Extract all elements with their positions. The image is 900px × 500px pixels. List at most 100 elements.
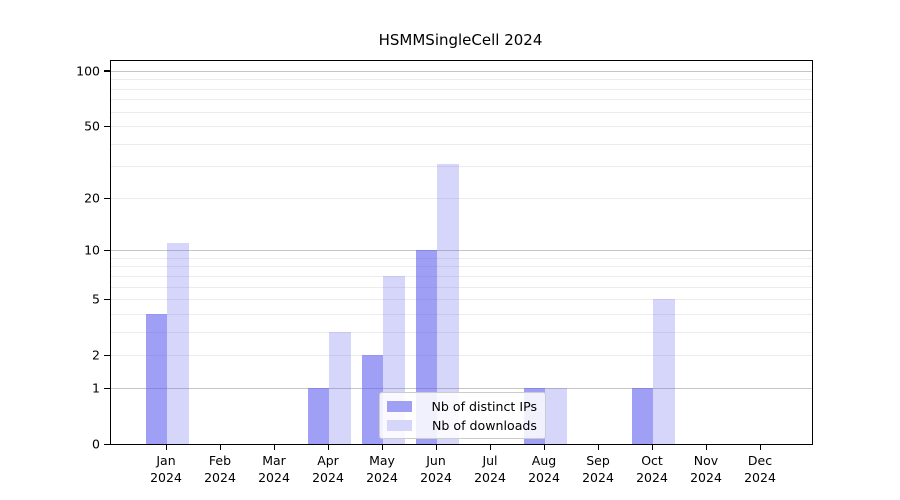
y-axis-tick	[104, 354, 110, 357]
x-tick-label: Jun 2024	[409, 453, 463, 486]
minor-gridline	[111, 197, 812, 199]
x-tick-month: Nov	[693, 453, 719, 468]
x-tick-month: Apr	[317, 453, 339, 468]
legend-item: Nb of downloads	[387, 418, 537, 433]
legend-swatch	[387, 419, 412, 431]
y-tick-label: 0	[92, 436, 100, 452]
x-axis-tick	[760, 444, 762, 451]
x-tick-label: Jan 2024	[139, 453, 193, 486]
plot-area	[110, 60, 813, 445]
major-gridline	[111, 387, 812, 389]
x-tick-month: Jul	[482, 453, 498, 468]
y-axis-tick	[104, 70, 110, 72]
x-tick-label: Feb 2024	[193, 453, 247, 486]
x-tick-label: Nov 2024	[679, 453, 733, 486]
y-tick-label: 10	[84, 242, 100, 258]
x-tick-label: Mar 2024	[247, 453, 301, 486]
legend-label: Nb of downloads	[431, 417, 537, 433]
x-tick-year: 2024	[636, 469, 668, 485]
x-axis-tick	[436, 444, 438, 451]
x-tick-month: Jan	[156, 453, 176, 468]
x-tick-label: Apr 2024	[301, 453, 355, 486]
bar-downloads-apr	[329, 331, 351, 444]
x-tick-year: 2024	[528, 469, 560, 485]
minor-gridline	[111, 143, 812, 145]
bar-distinct-ips-apr	[307, 387, 329, 444]
x-axis-tick	[490, 444, 492, 451]
x-tick-year: 2024	[420, 469, 452, 485]
minor-gridline	[111, 313, 812, 315]
x-axis-tick	[706, 444, 708, 451]
bar-downloads-jan	[167, 243, 189, 444]
minor-gridline	[111, 331, 812, 333]
minor-gridline	[111, 166, 812, 168]
x-tick-year: 2024	[690, 469, 722, 485]
x-tick-label: Oct 2024	[625, 453, 679, 486]
x-tick-month: Feb	[208, 453, 232, 468]
x-tick-year: 2024	[582, 469, 614, 485]
y-tick-label: 2	[92, 347, 100, 363]
minor-gridline	[111, 111, 812, 113]
x-tick-year: 2024	[744, 469, 776, 485]
minor-gridline	[111, 275, 812, 277]
x-axis-tick	[652, 444, 654, 451]
x-tick-month: Jun	[426, 453, 446, 468]
x-tick-month: May	[369, 453, 395, 468]
y-axis-tick	[104, 443, 110, 445]
y-axis-tick	[104, 387, 110, 389]
minor-gridline	[111, 79, 812, 81]
x-tick-year: 2024	[204, 469, 236, 485]
bar-downloads-oct	[653, 299, 675, 444]
x-axis-tick	[598, 444, 600, 451]
x-tick-year: 2024	[366, 469, 398, 485]
minor-gridline	[111, 299, 812, 301]
x-axis-tick	[382, 444, 384, 451]
x-tick-month: Mar	[262, 453, 286, 468]
minor-gridline	[111, 286, 812, 288]
x-tick-year: 2024	[312, 469, 344, 485]
chart-title: HSMMSingleCell 2024	[378, 31, 543, 49]
x-tick-month: Dec	[747, 453, 773, 468]
minor-gridline	[111, 266, 812, 268]
x-tick-label: Aug 2024	[517, 453, 571, 486]
y-tick-label: 100	[76, 63, 100, 79]
x-axis-tick	[166, 444, 168, 451]
bar-distinct-ips-oct	[631, 387, 653, 444]
x-tick-month: Sep	[586, 453, 610, 468]
x-tick-year: 2024	[474, 469, 506, 485]
bar-downloads-jun	[437, 163, 459, 444]
y-axis-tick	[104, 197, 110, 199]
x-tick-label: May 2024	[355, 453, 409, 486]
x-tick-month: Oct	[641, 453, 663, 468]
x-tick-label: Dec 2024	[733, 453, 787, 486]
y-axis-tick	[104, 298, 110, 300]
minor-gridline	[111, 126, 812, 128]
x-tick-label: Sep 2024	[571, 453, 625, 486]
x-axis-tick	[328, 444, 330, 451]
minor-gridline	[111, 355, 812, 357]
x-tick-label: Jul 2024	[463, 453, 517, 486]
x-axis-tick	[274, 444, 276, 451]
y-axis-tick	[104, 125, 110, 127]
legend: Nb of distinct IPs Nb of downloads	[379, 392, 546, 439]
major-gridline	[111, 250, 812, 252]
y-tick-label: 5	[92, 291, 100, 307]
y-tick-label: 20	[84, 190, 100, 206]
bar-downloads-aug	[545, 387, 567, 444]
legend-swatch	[387, 400, 412, 412]
bar-distinct-ips-may	[361, 355, 383, 444]
legend-item: Nb of distinct IPs	[387, 399, 537, 414]
minor-gridline	[111, 99, 812, 101]
x-tick-year: 2024	[150, 469, 182, 485]
minor-gridline	[111, 88, 812, 90]
y-axis-tick	[104, 249, 110, 251]
major-gridline	[111, 70, 812, 72]
legend-label: Nb of distinct IPs	[431, 398, 537, 414]
x-tick-year: 2024	[258, 469, 290, 485]
x-axis-tick	[544, 444, 546, 451]
minor-gridline	[111, 257, 812, 259]
y-tick-label: 1	[92, 380, 100, 396]
x-axis-tick	[220, 444, 222, 451]
x-tick-month: Aug	[531, 453, 557, 468]
